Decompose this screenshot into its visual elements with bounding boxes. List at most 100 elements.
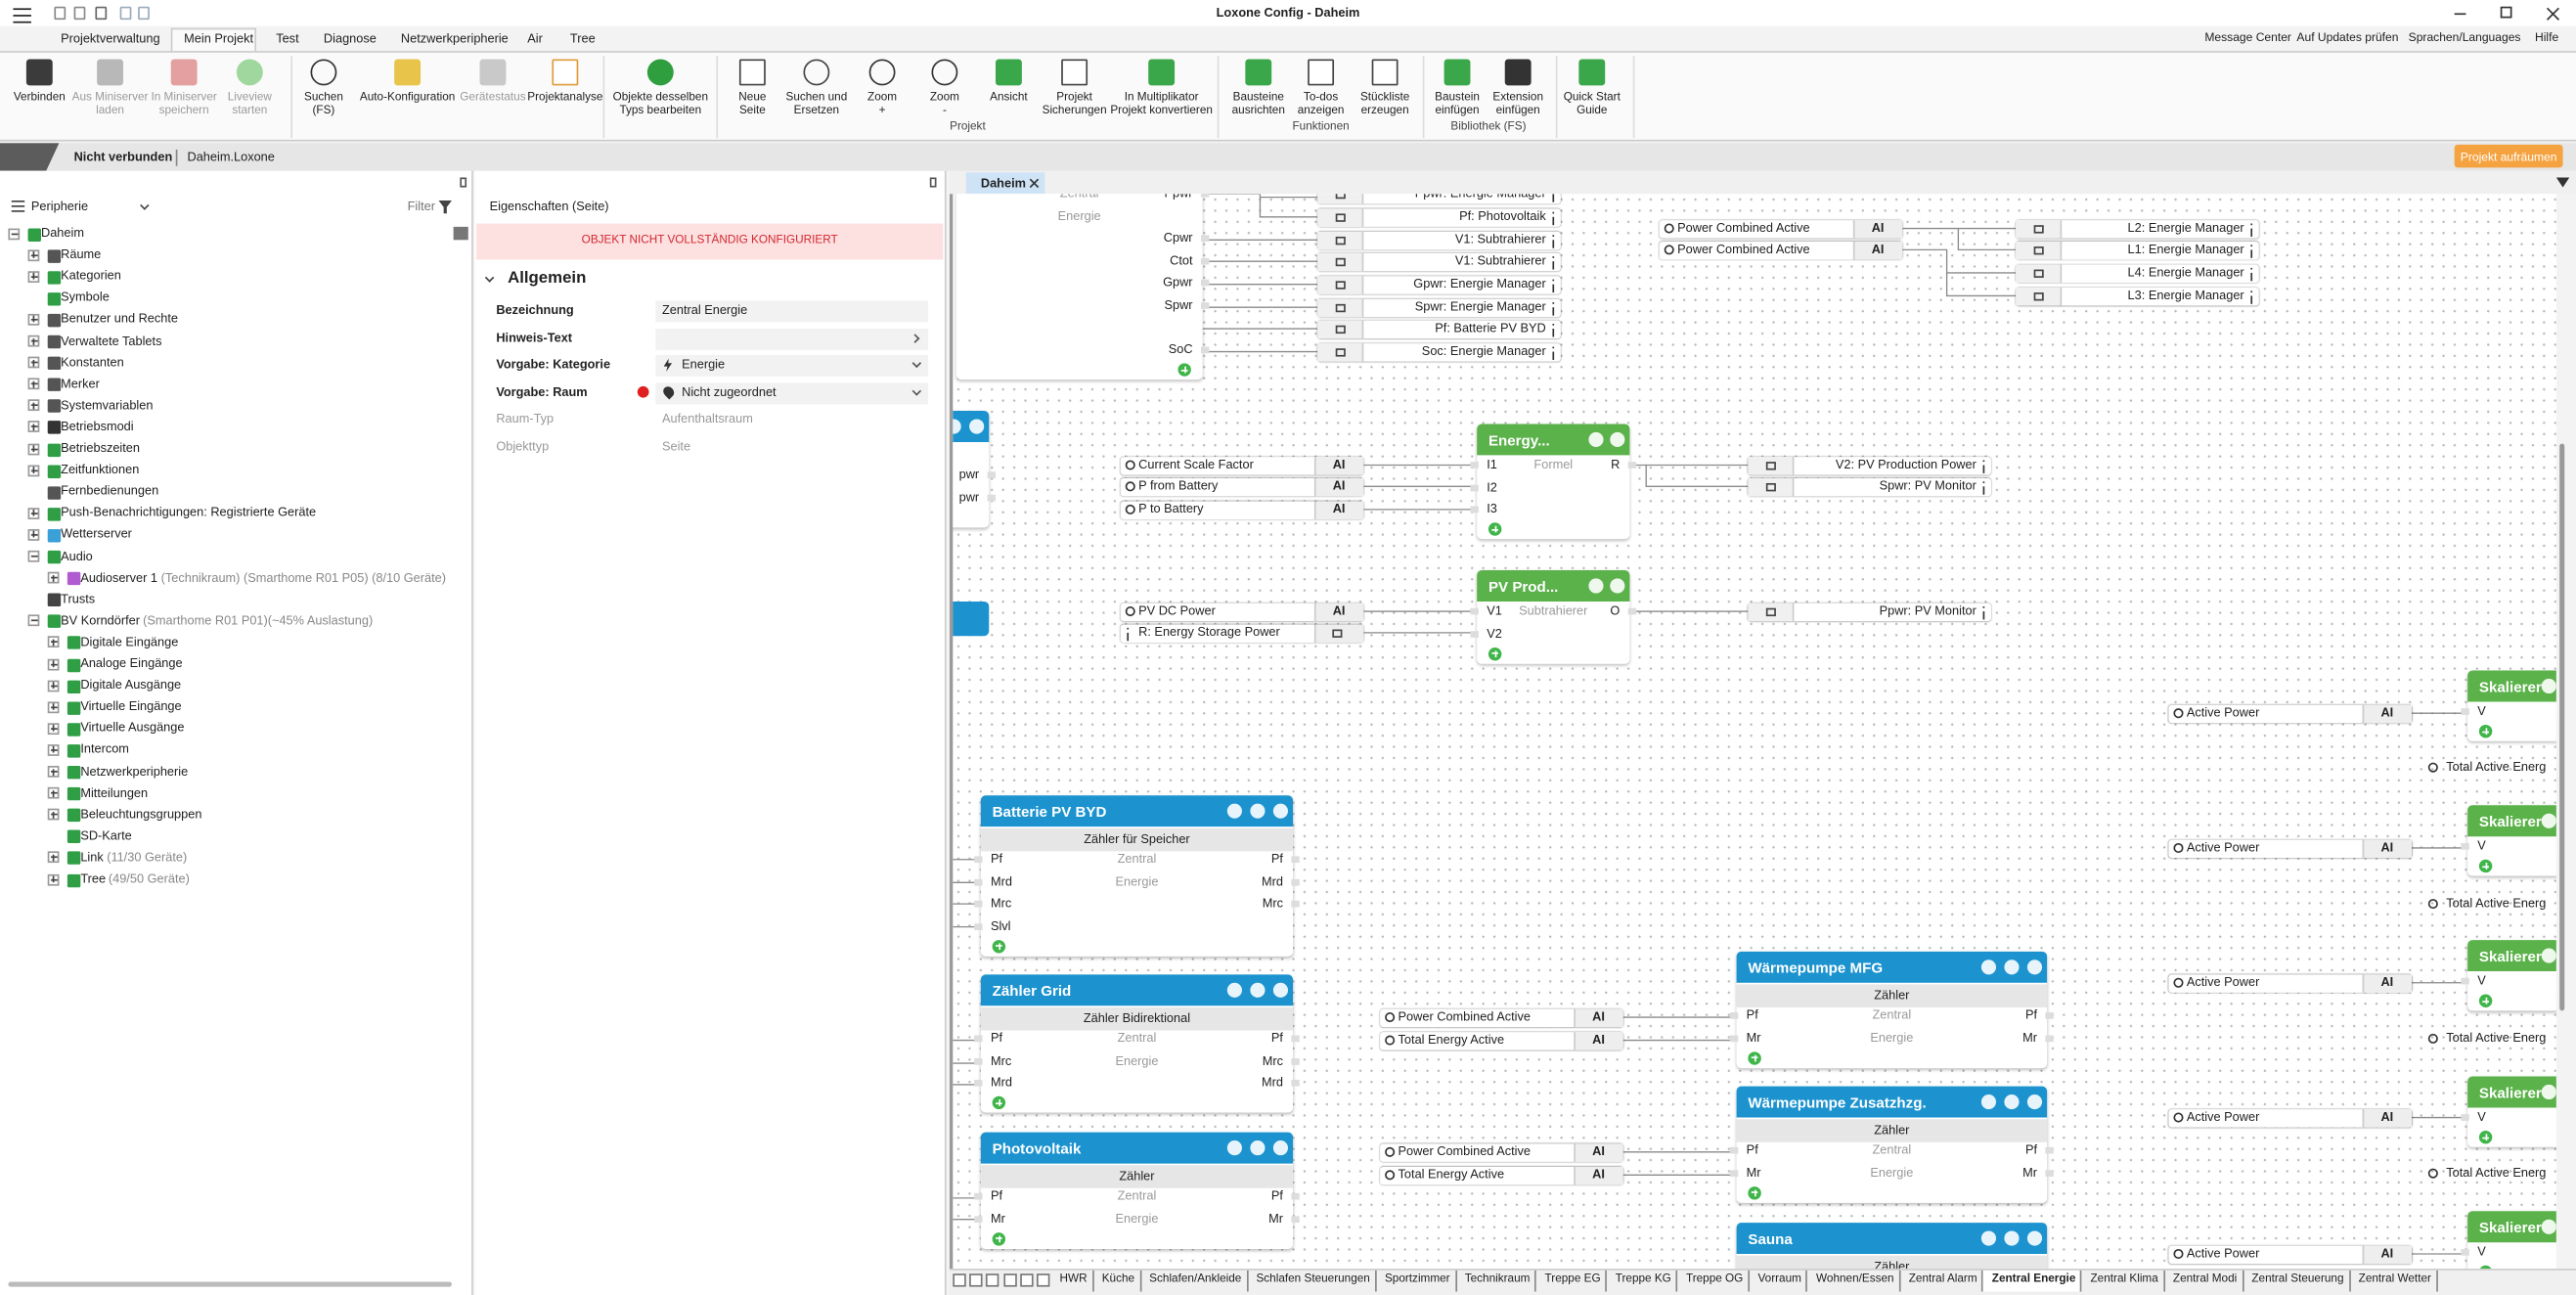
tab-nav-button[interactable] [1003,1273,1017,1287]
function-block[interactable]: Energy... I1 I2 I3 R Formel [1470,424,1637,540]
input-object[interactable]: Active Power AI [2168,1108,2413,1127]
header-button[interactable] [1272,803,1289,819]
tree-item[interactable]: Digitale Eingänge [80,634,179,649]
menu-tab[interactable]: Netzwerkperipherie [400,30,509,47]
page-tab[interactable]: Treppe KG [1607,1270,1678,1292]
reference-object[interactable]: Ppwr: Energie Manager [1317,194,1561,203]
function-block[interactable]: Wärmepumpe MFG Zähler Pf Mr Pf Mr Zentral Energ… [1729,951,2054,1068]
tree-item[interactable]: Kategorien [61,268,121,284]
tree-item[interactable]: Push-Benachrichtigungen: Registrierte Ge… [61,505,317,520]
input-object[interactable]: Active Power AI [2168,703,2413,723]
page-tab[interactable]: Küche [1093,1270,1141,1292]
function-block[interactable]: Skalierer V [2461,670,2556,741]
page-tab[interactable]: Zentral Energie [1983,1270,2083,1292]
tree-item[interactable]: BV Korndörfer [61,612,140,628]
page-tab[interactable]: Treppe OG [1678,1270,1751,1292]
function-block[interactable]: Skalierer V [2461,805,2556,876]
tree-item[interactable]: Audioserver 1 [80,569,158,585]
page-tab[interactable]: HWR [1051,1270,1094,1292]
tree-item[interactable]: Räume [61,246,102,262]
header-button[interactable] [2026,1094,2043,1110]
menu-tab[interactable]: Test [276,30,299,47]
input-object[interactable]: Active Power AI [2168,1244,2413,1264]
menu-tab[interactable]: Diagnose [323,30,377,47]
header-button[interactable] [1272,1140,1289,1156]
input-object[interactable]: P from Battery AI [1120,477,1364,496]
input-object[interactable]: Active Power AI [2168,973,2413,993]
maximize-button[interactable] [2500,6,2512,19]
input-object[interactable]: Total Energy Active AI [1380,1166,1623,1184]
header-button[interactable] [2541,678,2556,694]
header-button[interactable] [2004,960,2020,975]
header-button[interactable] [1980,960,1997,975]
tree-item[interactable]: Symbole [61,290,110,305]
page-tab[interactable]: Schlafen Steuerungen [1248,1270,1377,1292]
quick-icon[interactable] [95,6,108,21]
header-button[interactable] [2541,948,2556,963]
tree-item[interactable]: Konstanten [61,354,124,370]
header-button[interactable] [2541,1084,2556,1100]
tree-item[interactable]: Tree [80,871,107,886]
collapse-button[interactable] [453,226,468,241]
tree-item[interactable]: Virtuelle Eingänge [80,698,182,714]
function-block[interactable]: Photovoltaik Zähler Pf Mr Pf Mr Zentral Energie [974,1132,1300,1249]
header-button[interactable] [2004,1230,2020,1246]
tree-item[interactable]: Wetterserver [61,526,132,542]
header-button[interactable] [1250,982,1266,998]
input-object[interactable]: P to Battery AI [1120,500,1364,519]
tree-item[interactable]: Digitale Ausgänge [80,677,182,692]
input-object[interactable]: Total Energy Active AI [1380,1031,1623,1049]
quick-icon[interactable] [138,6,150,21]
input-object[interactable]: Power Combined Active AI [1659,241,1903,259]
reference-object[interactable]: V1: Subtrahierer [1317,231,1561,249]
tree-item[interactable]: Fernbedienungen [61,483,159,499]
tab-nav-button[interactable] [1036,1273,1050,1287]
page-tab[interactable]: Zentral Klima [2082,1270,2165,1292]
tree-item[interactable]: Benutzer und Rechte [61,311,179,327]
tab-nav-button[interactable] [1020,1273,1034,1287]
input-object[interactable]: Current Scale Factor AI [1120,456,1364,474]
property-field[interactable] [655,382,929,404]
tree-item[interactable]: Verwaltete Tablets [61,333,162,348]
reference-object[interactable]: V2: PV Production Power [1748,456,1991,474]
function-block[interactable]: Skalierer V [2461,1211,2556,1270]
function-block[interactable]: Wärmepumpe Zusatzhzg. Zähler Pf Mr Pf Mr Zentr… [1729,1086,2054,1203]
menu-tab[interactable]: Mein Projekt [184,30,254,47]
page-tab[interactable]: Zentral Steuerung [2243,1270,2351,1292]
reference-object[interactable]: L2: Energie Manager [2016,219,2259,238]
function-block[interactable]: Skalierer V [2461,940,2556,1011]
header-button[interactable] [969,419,985,434]
page-tab[interactable]: Wohnen/Essen [1808,1270,1901,1292]
menu-tab[interactable]: Tree [569,30,596,47]
tree-item[interactable]: Audio [61,548,93,563]
menu-link[interactable]: Message Center [2204,29,2291,45]
reference-object[interactable]: L4: Energie Manager [2016,263,2259,283]
page-tab[interactable]: Schlafen/Ankleide [1141,1270,1249,1292]
header-button[interactable] [1226,803,1242,819]
tree-item[interactable]: Trusts [61,591,96,606]
tab-nav-button[interactable] [985,1273,999,1287]
function-block[interactable]: PpwrCpwrCtotGpwrSpwrSoCZentralEnergie [955,194,1210,380]
header-button[interactable] [2541,813,2556,828]
header-button[interactable] [1226,1140,1242,1156]
property-field[interactable] [655,300,929,323]
quick-icon[interactable] [54,6,67,21]
tree-item[interactable]: SD-Karte [80,827,132,843]
tree-item[interactable]: Merker [61,376,100,391]
reference-object[interactable]: Spwr: Energie Manager [1317,297,1561,317]
property-field[interactable] [655,328,929,350]
input-object[interactable]: Active Power AI [2168,838,2413,858]
header-button[interactable] [2026,960,2043,975]
menu-tab[interactable]: Projektverwaltung [61,30,160,47]
tree-item[interactable]: Intercom [80,741,129,757]
tree-item[interactable]: Betriebszeiten [61,440,140,456]
quick-icon[interactable] [73,6,86,21]
function-block[interactable]: PV Prod... V1 V2 O Subtrahierer [1470,570,1637,664]
header-button[interactable] [1588,578,1604,594]
tree-item[interactable]: Link [80,849,104,865]
reference-object[interactable]: V1: Subtrahierer [1317,251,1561,271]
reference-object[interactable]: Spwr: PV Monitor [1748,477,1991,496]
page-tab[interactable]: Zentral Wetter [2350,1270,2438,1292]
function-block[interactable]: Sauna Zähler [1736,1223,2048,1270]
input-object[interactable]: R: Energy Storage Power [1120,623,1364,643]
